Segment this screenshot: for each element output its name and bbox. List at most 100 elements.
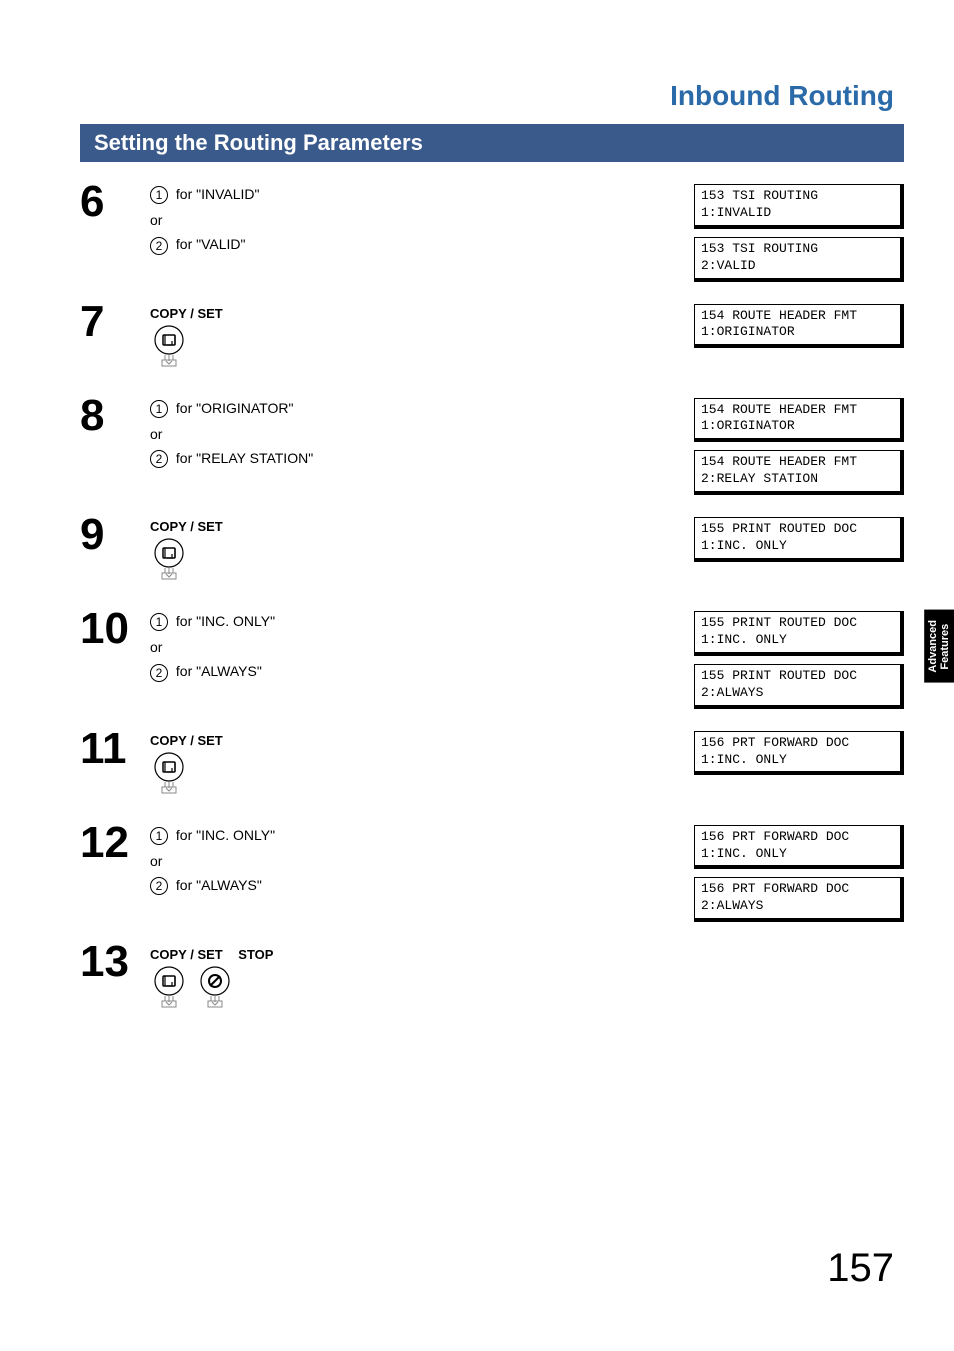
step-body: 1 for "ORIGINATOR" or 2 for "RELAY STATI… xyxy=(150,394,694,477)
key-press-icon xyxy=(150,966,188,1025)
lcd-line2: 1:INC. ONLY xyxy=(701,538,894,555)
step-row: 9 COPY / SET 155 PRINT ROUTED DOC 1:INC.… xyxy=(80,513,904,597)
section-subtitle-bar: Setting the Routing Parameters xyxy=(80,124,904,162)
side-tab-line1: Advanced xyxy=(927,620,939,673)
copyset-label: COPY / SET xyxy=(150,519,694,534)
key-press-icon xyxy=(150,538,188,597)
step-row: 6 1 for "INVALID" or 2 for "VALID" 153 T… xyxy=(80,180,904,290)
lcd-line1: 155 PRINT ROUTED DOC xyxy=(701,615,894,632)
display-column: 156 PRT FORWARD DOC 1:INC. ONLY 156 PRT … xyxy=(694,821,904,931)
or-label: or xyxy=(150,639,694,655)
step-number: 12 xyxy=(80,821,150,865)
step-option: 1 for "ORIGINATOR" xyxy=(150,400,694,418)
or-label: or xyxy=(150,426,694,442)
step-body: 1 for "INVALID" or 2 for "VALID" xyxy=(150,180,694,263)
option-quote: "VALID" xyxy=(196,236,245,252)
side-tab-line2: Features xyxy=(939,623,951,669)
step-option: 1 for "INC. ONLY" xyxy=(150,827,694,845)
lcd-line1: 156 PRT FORWARD DOC xyxy=(701,829,894,846)
lcd-display: 156 PRT FORWARD DOC 1:INC. ONLY xyxy=(694,825,904,870)
lcd-line1: 155 PRINT ROUTED DOC xyxy=(701,668,894,685)
option-number-icon: 1 xyxy=(150,613,168,631)
copyset-label: COPY / SET xyxy=(150,947,223,962)
display-column: 155 PRINT ROUTED DOC 1:INC. ONLY 155 PRI… xyxy=(694,607,904,717)
copyset-label: COPY / SET xyxy=(150,733,694,748)
step-option: 2 for "VALID" xyxy=(150,236,694,254)
lcd-line1: 154 ROUTE HEADER FMT xyxy=(701,308,894,325)
step-option: 1 for "INC. ONLY" xyxy=(150,613,694,631)
step-number: 7 xyxy=(80,300,150,344)
or-label: or xyxy=(150,212,694,228)
option-number-icon: 1 xyxy=(150,186,168,204)
lcd-line2: 2:VALID xyxy=(701,258,894,275)
step-number: 13 xyxy=(80,940,150,984)
step-number: 11 xyxy=(80,727,150,771)
lcd-display: 156 PRT FORWARD DOC 1:INC. ONLY xyxy=(694,731,904,776)
option-quote: "INVALID" xyxy=(196,186,259,202)
key-press-icon xyxy=(150,325,188,384)
option-number-icon: 2 xyxy=(150,877,168,895)
copyset-label: COPY / SET xyxy=(150,306,694,321)
option-quote: "RELAY STATION" xyxy=(196,450,313,466)
lcd-line1: 156 PRT FORWARD DOC xyxy=(701,881,894,898)
lcd-line2: 1:ORIGINATOR xyxy=(701,418,894,435)
section-title: Inbound Routing xyxy=(80,80,904,112)
or-label: or xyxy=(150,853,694,869)
copyset-stop-labels: COPY / SET STOP xyxy=(150,946,694,962)
option-number-icon: 1 xyxy=(150,400,168,418)
option-for-label: for xyxy=(176,450,192,466)
step-number: 10 xyxy=(80,607,150,651)
key-press-icon xyxy=(150,752,188,811)
lcd-line2: 1:INC. ONLY xyxy=(701,632,894,649)
step-number: 8 xyxy=(80,394,150,438)
lcd-line2: 2:RELAY STATION xyxy=(701,471,894,488)
option-for-label: for xyxy=(176,663,192,679)
option-for-label: for xyxy=(176,400,192,416)
option-for-label: for xyxy=(176,186,192,202)
step-option: 1 for "INVALID" xyxy=(150,186,694,204)
step-number: 9 xyxy=(80,513,150,557)
option-quote: "ALWAYS" xyxy=(196,877,262,893)
option-for-label: for xyxy=(176,877,192,893)
step-body: COPY / SET STOP xyxy=(150,940,694,1025)
step-option: 2 for "ALWAYS" xyxy=(150,663,694,681)
option-number-icon: 2 xyxy=(150,664,168,682)
step-row: 8 1 for "ORIGINATOR" or 2 for "RELAY STA… xyxy=(80,394,904,504)
side-tab: Advanced Features xyxy=(924,610,954,683)
option-for-label: for xyxy=(176,613,192,629)
step-body: COPY / SET xyxy=(150,727,694,811)
lcd-display: 154 ROUTE HEADER FMT 1:ORIGINATOR xyxy=(694,398,904,443)
option-number-icon: 1 xyxy=(150,827,168,845)
step-body: COPY / SET xyxy=(150,300,694,384)
lcd-line1: 156 PRT FORWARD DOC xyxy=(701,735,894,752)
stop-label: STOP xyxy=(238,947,273,962)
lcd-line1: 153 TSI ROUTING xyxy=(701,241,894,258)
step-row: 12 1 for "INC. ONLY" or 2 for "ALWAYS" 1… xyxy=(80,821,904,931)
display-column xyxy=(694,940,904,944)
stop-key-icon xyxy=(196,966,234,1025)
step-option: 2 for "RELAY STATION" xyxy=(150,450,694,468)
lcd-line2: 1:INC. ONLY xyxy=(701,846,894,863)
display-column: 153 TSI ROUTING 1:INVALID 153 TSI ROUTIN… xyxy=(694,180,904,290)
step-number: 6 xyxy=(80,180,150,224)
lcd-line1: 154 ROUTE HEADER FMT xyxy=(701,402,894,419)
display-column: 155 PRINT ROUTED DOC 1:INC. ONLY xyxy=(694,513,904,570)
option-for-label: for xyxy=(176,236,192,252)
lcd-line1: 153 TSI ROUTING xyxy=(701,188,894,205)
step-row: 13 COPY / SET STOP xyxy=(80,940,904,1025)
option-quote: "INC. ONLY" xyxy=(196,827,275,843)
lcd-line1: 155 PRINT ROUTED DOC xyxy=(701,521,894,538)
option-for-label: for xyxy=(176,827,192,843)
display-column: 154 ROUTE HEADER FMT 1:ORIGINATOR xyxy=(694,300,904,357)
option-number-icon: 2 xyxy=(150,450,168,468)
display-column: 156 PRT FORWARD DOC 1:INC. ONLY xyxy=(694,727,904,784)
step-body: COPY / SET xyxy=(150,513,694,597)
lcd-display: 155 PRINT ROUTED DOC 1:INC. ONLY xyxy=(694,611,904,656)
lcd-display: 154 ROUTE HEADER FMT 1:ORIGINATOR xyxy=(694,304,904,349)
step-body: 1 for "INC. ONLY" or 2 for "ALWAYS" xyxy=(150,821,694,904)
lcd-line2: 1:ORIGINATOR xyxy=(701,324,894,341)
lcd-display: 154 ROUTE HEADER FMT 2:RELAY STATION xyxy=(694,450,904,495)
lcd-line2: 1:INC. ONLY xyxy=(701,752,894,769)
page-number: 157 xyxy=(827,1246,894,1291)
lcd-display: 156 PRT FORWARD DOC 2:ALWAYS xyxy=(694,877,904,922)
